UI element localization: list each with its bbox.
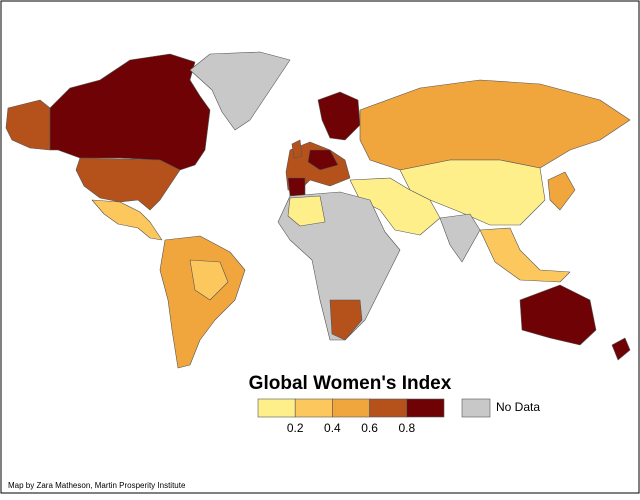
legend-title: Global Women's Index bbox=[249, 373, 452, 394]
legend-tick-label: 0.2 bbox=[287, 421, 304, 435]
legend-swatch bbox=[406, 398, 445, 418]
legend-swatch bbox=[369, 398, 408, 418]
legend-swatch bbox=[294, 398, 333, 418]
legend-tick-label: 0.8 bbox=[398, 421, 415, 435]
no-data-label: No Data bbox=[496, 400, 540, 414]
countries bbox=[5, 51, 631, 369]
legend-tick-label: 0.4 bbox=[324, 421, 341, 435]
legend-swatch bbox=[257, 398, 296, 418]
legend-swatch bbox=[332, 398, 370, 418]
legend-tick-label: 0.6 bbox=[361, 421, 378, 435]
legend: 0.2 0.4 0.6 0.8 bbox=[257, 398, 445, 435]
credit: Map by Zara Matheson, Martin Prosperity … bbox=[8, 481, 186, 490]
no-data-swatch bbox=[461, 398, 491, 418]
